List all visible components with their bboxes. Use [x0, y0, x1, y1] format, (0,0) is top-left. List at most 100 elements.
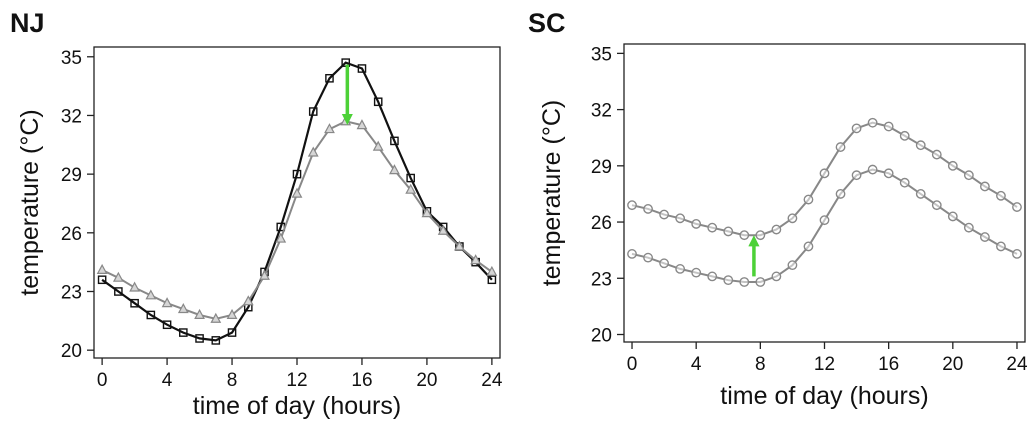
data-point-circle — [851, 170, 862, 181]
data-point-circle — [996, 190, 1006, 201]
data-point-square — [146, 310, 156, 320]
data-point-circle — [819, 168, 830, 179]
data-point-circle — [755, 277, 766, 287]
x-axis-title-sc: time of day (hours) — [720, 382, 928, 410]
data-point-circle — [899, 130, 910, 141]
data-point-circle — [915, 189, 926, 199]
data-point-triangle — [356, 119, 368, 130]
data-point-triangle — [161, 297, 173, 308]
data-point-circle — [980, 181, 990, 192]
data-point-square — [211, 336, 221, 345]
data-point-triangle — [210, 312, 222, 323]
data-point-triangle — [372, 140, 384, 151]
data-point-circle — [1012, 202, 1022, 212]
y-tick-label: 26 — [61, 224, 82, 245]
data-point-circle — [963, 170, 974, 181]
data-point-circle — [707, 271, 718, 282]
x-tick-label: 4 — [162, 370, 173, 391]
data-point-circle — [675, 264, 686, 274]
panel-title-sc: SC — [528, 8, 566, 38]
panel-title-nj: NJ — [10, 8, 45, 38]
data-point-circle — [915, 140, 926, 151]
x-tick-label: 24 — [481, 370, 503, 391]
data-point-circle — [739, 277, 750, 287]
data-point-triangle — [486, 265, 498, 276]
y-axis-title-sc: temperature (°C) — [538, 100, 566, 286]
data-point-triangle — [177, 303, 189, 314]
data-point-triangle — [437, 224, 449, 235]
data-point-triangle — [226, 308, 238, 319]
y-axis-title-nj: temperature (°C) — [16, 109, 44, 295]
data-point-circle — [867, 117, 878, 128]
x-tick-label: 8 — [227, 370, 238, 391]
data-point-square — [357, 64, 367, 73]
data-point-circle — [755, 230, 766, 241]
plot-frame-sc — [623, 43, 1026, 343]
data-point-circle — [947, 211, 958, 222]
data-point-triangle — [405, 183, 417, 194]
y-tick-label: 20 — [591, 326, 612, 347]
data-point-circle — [659, 258, 669, 269]
data-point-triangle — [145, 289, 157, 300]
x-axis-title-nj: time of day (hours) — [193, 392, 401, 420]
data-point-square — [97, 275, 107, 285]
x-tick-label: 8 — [755, 354, 766, 375]
data-point-circle — [851, 123, 862, 134]
data-point-circle — [691, 267, 702, 278]
data-point-triangle — [275, 232, 287, 243]
data-point-triangle — [453, 240, 465, 251]
y-tick-label: 35 — [591, 44, 612, 65]
x-tick-label: 20 — [942, 354, 963, 375]
x-tick-label: 16 — [878, 354, 899, 375]
data-point-triangle — [112, 271, 124, 282]
data-point-triangle — [96, 263, 108, 274]
y-tick-label: 20 — [61, 341, 82, 362]
data-point-circle — [835, 142, 846, 152]
data-point-circle — [787, 260, 798, 271]
data-point-circle — [643, 204, 653, 214]
data-point-triangle — [291, 187, 303, 198]
data-point-square — [308, 107, 318, 116]
y-tick-label: 29 — [61, 165, 82, 186]
data-point-circle — [771, 271, 782, 282]
data-point-square — [179, 328, 188, 337]
data-point-circle — [723, 275, 734, 286]
data-point-circle — [883, 168, 894, 179]
data-point-square — [390, 136, 399, 146]
data-point-circle — [723, 226, 734, 237]
data-point-square — [325, 73, 334, 83]
data-point-triangle — [421, 207, 433, 218]
data-point-circle — [659, 209, 669, 220]
data-point-circle — [819, 215, 830, 226]
data-point-circle — [931, 149, 942, 160]
y-tick-label: 32 — [591, 101, 612, 122]
series-line-nj-1 — [101, 120, 493, 320]
x-tick-label: 24 — [1006, 354, 1028, 375]
data-point-circle — [947, 160, 958, 171]
data-point-triangle — [470, 254, 482, 265]
data-point-square — [373, 97, 383, 107]
data-point-circle — [803, 241, 814, 252]
data-point-square — [487, 275, 497, 285]
data-point-square — [406, 173, 415, 183]
data-point-square — [292, 169, 302, 179]
y-tick-label: 32 — [61, 106, 82, 127]
x-tick-label: 12 — [286, 370, 307, 391]
data-point-circle — [675, 213, 686, 224]
data-point-square — [227, 328, 237, 337]
x-tick-label: 12 — [814, 354, 835, 375]
data-point-circle — [627, 200, 637, 211]
data-point-circle — [707, 222, 718, 233]
data-point-circle — [787, 213, 798, 224]
y-tick-label: 26 — [591, 213, 612, 234]
x-tick-label: 0 — [97, 370, 108, 391]
series-line-nj-0 — [101, 61, 493, 342]
data-point-square — [114, 287, 123, 296]
data-point-circle — [883, 121, 894, 132]
x-tick-label: 20 — [416, 370, 437, 391]
data-point-circle — [931, 200, 942, 211]
x-tick-label: 16 — [351, 370, 372, 391]
data-point-circle — [963, 222, 974, 233]
data-point-circle — [627, 249, 637, 259]
